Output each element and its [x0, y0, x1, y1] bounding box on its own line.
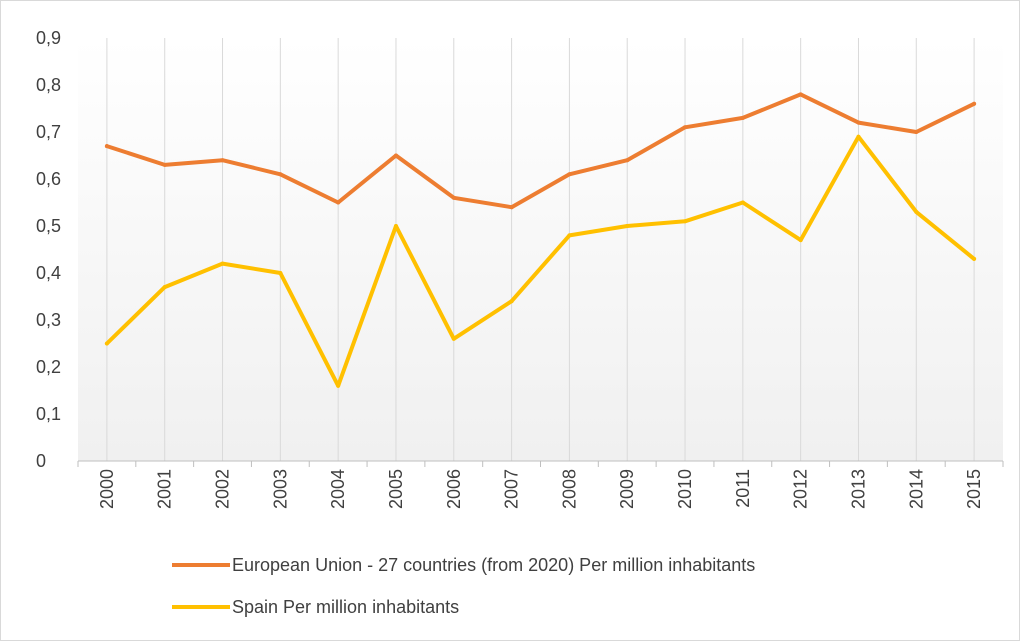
data-point-0-2004: [336, 200, 341, 205]
data-point-1-2015: [972, 256, 977, 261]
y-tick-label: 0,1: [36, 404, 61, 424]
x-tick-label-2012: 2012: [791, 469, 811, 509]
y-tick-label: 0,6: [36, 169, 61, 189]
data-point-0-2009: [625, 158, 630, 163]
data-point-1-2009: [625, 224, 630, 228]
gridlines: [106, 38, 975, 461]
y-tick-label: 0,8: [36, 75, 61, 95]
data-point-1-2013: [856, 134, 861, 139]
y-tick-label: 0,7: [36, 122, 61, 142]
data-point-1-2002: [220, 261, 225, 266]
x-tick-label-2013: 2013: [848, 469, 868, 509]
x-tick-label-2015: 2015: [964, 469, 984, 509]
data-point-0-2005: [393, 153, 398, 158]
series-line-1: [104, 134, 977, 388]
y-tick-label: 0: [36, 451, 46, 471]
y-tick-label: 0,5: [36, 216, 61, 236]
data-point-0-2002: [220, 158, 225, 163]
x-tick-label-2000: 2000: [97, 469, 117, 509]
x-tick-label-2005: 2005: [386, 469, 406, 509]
data-point-1-2000: [104, 341, 109, 346]
x-tick-label-2014: 2014: [906, 469, 926, 509]
legend-label-1: Spain Per million inhabitants: [232, 597, 459, 617]
data-point-0-2012: [798, 92, 803, 97]
data-point-0-2003: [278, 172, 283, 177]
data-point-0-2006: [451, 195, 456, 200]
x-tick-label-2001: 2001: [155, 469, 175, 509]
data-point-0-2010: [683, 125, 688, 130]
plot-area: [78, 38, 1003, 461]
y-tick-label: 0,4: [36, 263, 61, 283]
axes: 0 0,1 0,2 0,3 0,4 0,5 0,6 0,7 0,8 0,9 2000 2001 2002…: [36, 28, 1004, 509]
data-point-0-2001: [162, 162, 167, 167]
data-point-1-2010: [683, 219, 688, 224]
data-point-1-2007: [509, 299, 514, 304]
y-tick-label: 0,9: [36, 28, 61, 48]
data-point-1-2001: [162, 285, 167, 290]
x-tick-label-2003: 2003: [270, 469, 290, 509]
data-point-1-2014: [914, 209, 919, 214]
data-point-0-2008: [567, 172, 572, 177]
x-tick-label-2006: 2006: [444, 469, 464, 509]
x-tick-label-2011: 2011: [733, 469, 753, 508]
legend-label-0: European Union - 27 countries (from 2020…: [232, 555, 755, 575]
y-tick-label: 0,3: [36, 310, 61, 330]
data-point-1-2005: [393, 224, 398, 228]
data-point-0-2007: [509, 205, 514, 210]
series-line-0: [104, 92, 977, 210]
x-tick-label-2009: 2009: [617, 469, 637, 509]
data-point-1-2004: [336, 383, 341, 388]
series-lines: [104, 92, 977, 388]
data-point-0-2011: [740, 115, 745, 120]
x-tick-label-2007: 2007: [502, 469, 522, 509]
data-point-0-2013: [856, 120, 861, 125]
data-point-1-2003: [278, 271, 283, 275]
x-tick-label-2002: 2002: [213, 469, 233, 509]
data-point-0-2000: [104, 144, 109, 149]
y-tick-label: 0,2: [36, 357, 61, 377]
data-point-1-2008: [567, 233, 572, 238]
data-point-0-2014: [914, 130, 919, 134]
x-tick-label-2008: 2008: [559, 469, 579, 509]
legend: European Union - 27 countries (from 2020…: [172, 555, 755, 617]
x-tick-label-2004: 2004: [328, 469, 348, 509]
data-point-1-2011: [740, 200, 745, 205]
data-point-1-2012: [798, 238, 803, 243]
data-point-0-2015: [972, 101, 977, 106]
data-point-1-2006: [451, 336, 456, 341]
x-tick-label-2010: 2010: [675, 469, 695, 509]
